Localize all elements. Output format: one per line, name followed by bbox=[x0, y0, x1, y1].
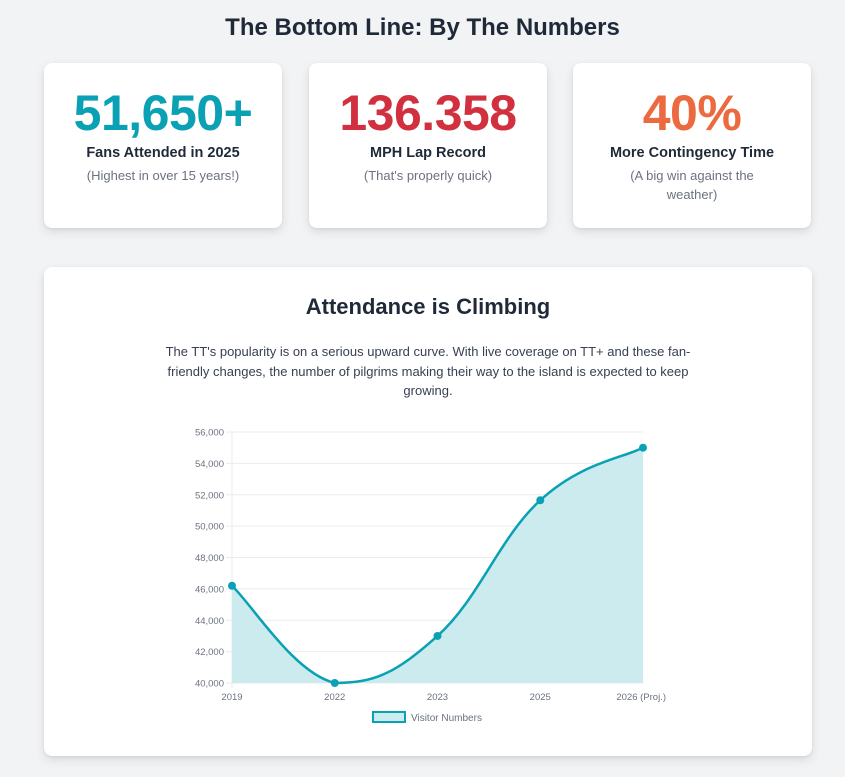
data-point bbox=[639, 443, 647, 452]
y-tick-label: 48,000 bbox=[195, 553, 224, 564]
legend-label: Visitor Numbers bbox=[411, 713, 482, 724]
x-tick-label: 2023 bbox=[427, 692, 448, 703]
x-tick-label: 2025 bbox=[530, 692, 551, 703]
data-point bbox=[330, 679, 339, 687]
attendance-chart: 40,000 42,000 44,000 46,000 48,000 50,000 52,0… bbox=[195, 428, 666, 725]
y-tick-label: 46,000 bbox=[195, 584, 224, 595]
stat-label: More Contingency Time bbox=[609, 145, 775, 161]
legend-swatch bbox=[372, 711, 406, 723]
x-tick-label: 2022 bbox=[324, 692, 345, 703]
series-area-fill bbox=[232, 447, 643, 683]
page-title: The Bottom Line: By The Numbers bbox=[225, 14, 620, 41]
y-tick-label: 44,000 bbox=[195, 616, 224, 627]
data-point bbox=[228, 581, 236, 590]
stat-sub: (Highest in over 15 years!) bbox=[86, 168, 240, 183]
stat-sub: (A big win against the weather) bbox=[630, 168, 754, 202]
stat-card-lap-record: 136.358 MPH Lap Record (That's properly … bbox=[309, 63, 547, 228]
y-tick-label: 54,000 bbox=[195, 459, 224, 470]
stat-value: 40% bbox=[642, 85, 742, 141]
chart-card: Attendance is Climbing The TT's populari… bbox=[44, 267, 812, 756]
stat-value: 136.358 bbox=[339, 85, 517, 141]
stat-card-contingency: 40% More Contingency Time (A big win aga… bbox=[573, 63, 811, 228]
x-tick-label: 2019 bbox=[221, 692, 242, 703]
stat-value: 51,650+ bbox=[73, 85, 253, 141]
chart-title: Attendance is Climbing bbox=[305, 294, 551, 319]
data-point bbox=[536, 496, 545, 505]
chart-description: The TT's popularity is on a serious upwa… bbox=[165, 344, 691, 398]
stat-card-fans: 51,650+ Fans Attended in 2025 (Highest i… bbox=[44, 63, 282, 228]
x-tick-label: 2026 (Proj.) bbox=[616, 692, 666, 703]
stat-label: MPH Lap Record bbox=[369, 145, 486, 161]
stat-label: Fans Attended in 2025 bbox=[86, 145, 240, 161]
y-tick-label: 56,000 bbox=[195, 428, 224, 439]
y-tick-label: 50,000 bbox=[195, 522, 224, 533]
data-point bbox=[433, 631, 442, 640]
y-tick-label: 52,000 bbox=[195, 490, 224, 501]
y-tick-label: 42,000 bbox=[195, 647, 224, 658]
y-tick-label: 40,000 bbox=[195, 679, 224, 690]
stat-sub: (That's properly quick) bbox=[363, 168, 493, 183]
